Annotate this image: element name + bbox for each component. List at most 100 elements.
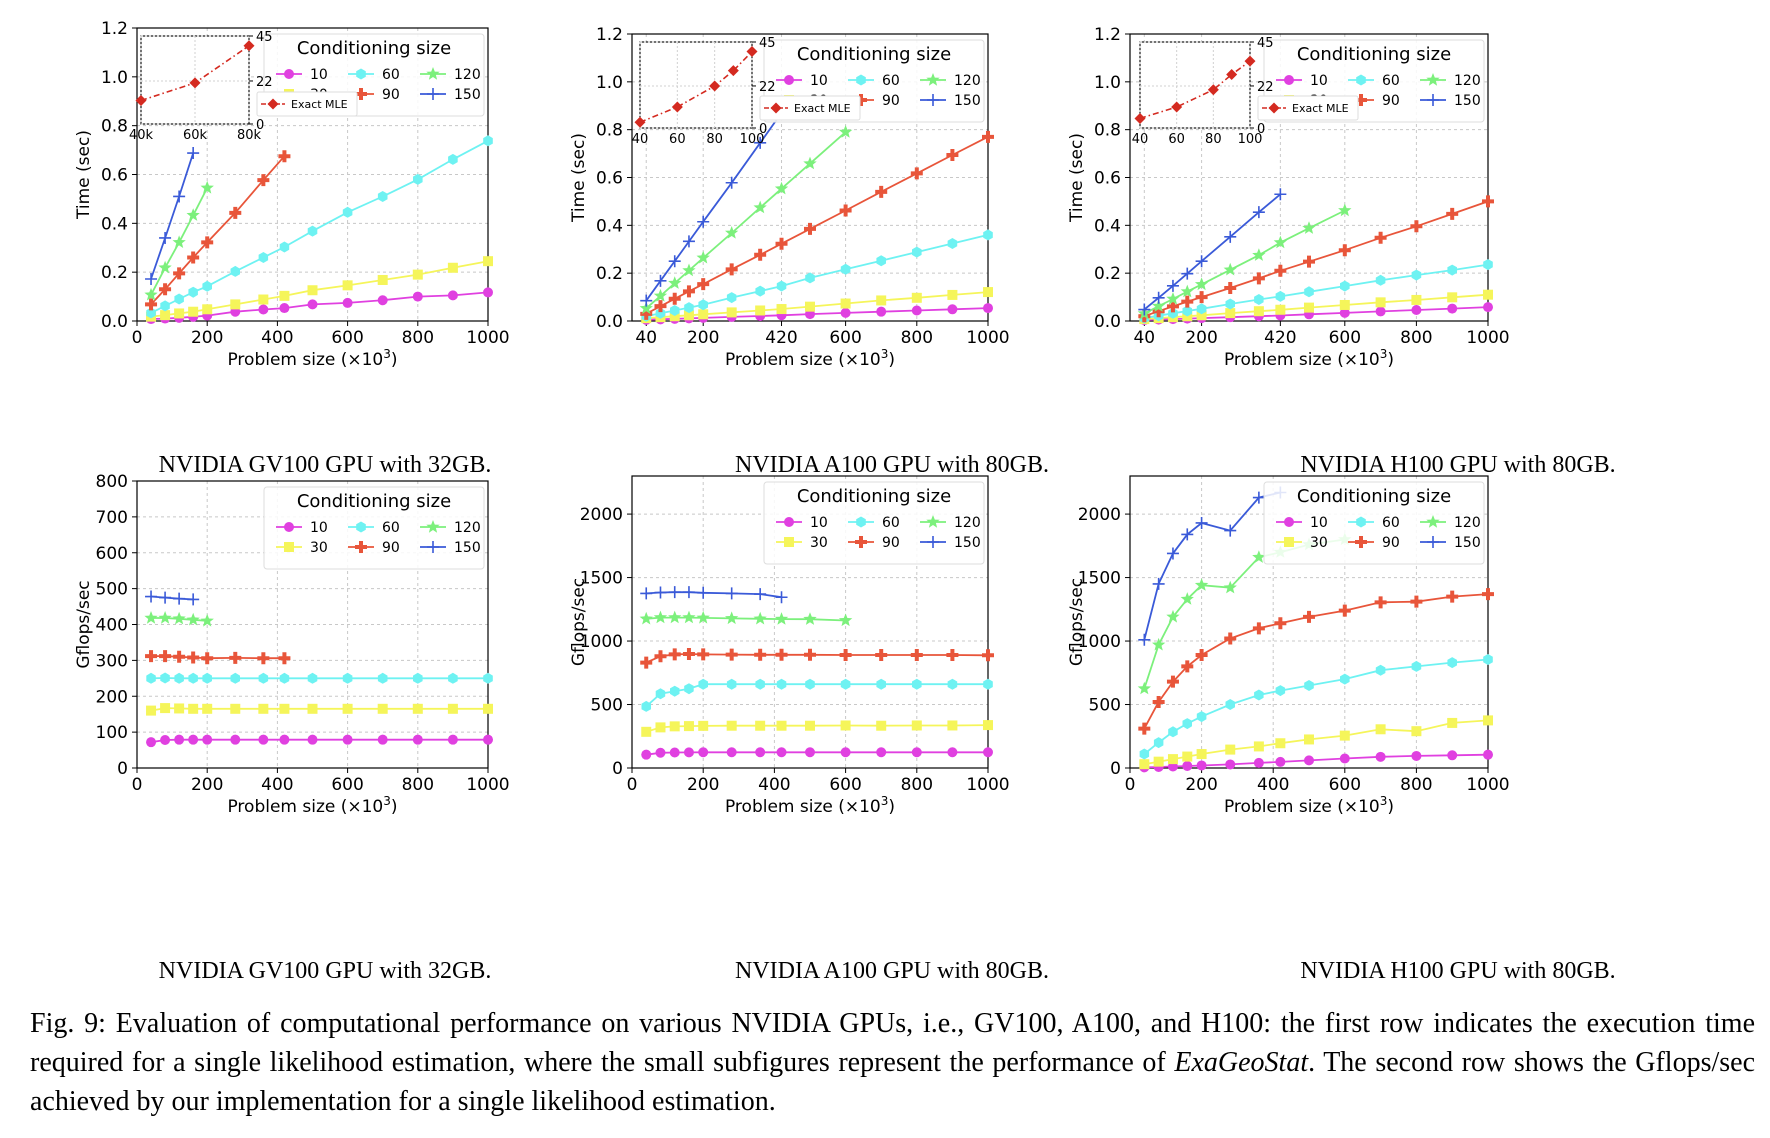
data-point-120	[682, 263, 696, 277]
x-axis-label: Problem size (×103)	[227, 794, 397, 817]
legend-marker-90	[855, 536, 867, 548]
data-point-90	[1274, 264, 1287, 277]
chart-3: 40 200 420 600 800 10000.00.20.40.60.81.01.2P…	[1067, 25, 1510, 370]
data-point-10	[655, 747, 666, 758]
data-point-90	[1446, 590, 1459, 603]
data-point-60	[448, 153, 458, 165]
data-point-10	[726, 747, 737, 758]
data-point-30	[1253, 741, 1264, 752]
legend-label-90: 90	[1382, 535, 1400, 551]
inset-data-point	[243, 40, 255, 52]
data-point-120	[1338, 203, 1352, 217]
chart-1: 0 200 400 600 800 10000.00.20.40.60.81.01.2Pr…	[74, 19, 510, 370]
data-point-60	[188, 286, 198, 298]
legend-box	[763, 481, 985, 565]
data-point-10	[947, 747, 958, 758]
inset-x-tick-label: 40	[1132, 132, 1149, 147]
data-point-120	[774, 612, 789, 625]
data-point-30	[655, 722, 666, 733]
inset-y-tick-label: 45	[256, 30, 273, 45]
data-point-60	[377, 672, 388, 684]
legend-label-120: 120	[1454, 73, 1481, 89]
data-point-60	[840, 678, 851, 690]
series-30	[1139, 715, 1493, 770]
data-point-150	[1224, 524, 1237, 537]
legend-marker-150	[1427, 536, 1439, 548]
data-point-30	[1447, 292, 1458, 303]
legend-title: Conditioning size	[297, 38, 451, 59]
data-point-150	[1181, 528, 1194, 541]
x-tick-label: 200	[1185, 775, 1217, 795]
data-point-60	[1483, 259, 1493, 271]
data-point-30	[377, 274, 388, 285]
x-axis-label: Problem size (×103)	[1224, 347, 1394, 370]
data-point-60	[1254, 294, 1264, 305]
data-point-60	[146, 307, 156, 319]
legend-marker-150	[1427, 94, 1439, 106]
data-point-10	[342, 297, 353, 308]
legend-label-150: 150	[454, 540, 481, 556]
data-point-150	[1252, 491, 1265, 504]
data-point-60	[1225, 298, 1235, 310]
data-point-90	[1338, 244, 1351, 257]
x-tick-label: 420	[765, 328, 797, 348]
legend-label-10: 10	[310, 67, 328, 83]
data-point-60	[160, 300, 170, 312]
subcaption-h100-time: NVIDIA H100 GPU with 80GB.	[1300, 452, 1616, 478]
chart-5: 0 200 400 600 800 1000 0 500 1000 1500 2000 Problem…	[569, 475, 1010, 817]
inset-x-tick-label: 100	[740, 132, 765, 147]
data-point-150	[1166, 279, 1179, 292]
legend-marker-30	[284, 542, 294, 552]
data-point-90	[1338, 604, 1351, 617]
x-tick-label: 400	[261, 775, 293, 795]
data-point-120	[158, 260, 172, 274]
x-axis-label: Problem size (×103)	[1224, 794, 1394, 817]
x-tick-label: 400	[1257, 775, 1289, 795]
legend-marker-30	[784, 537, 794, 547]
data-point-60	[448, 672, 458, 684]
data-point-120	[1194, 578, 1209, 591]
inset-y-tick-label: 22	[256, 75, 273, 90]
series-90	[145, 150, 291, 311]
data-point-10	[1483, 749, 1493, 760]
legend-marker-60	[856, 74, 866, 86]
data-point-30	[1275, 304, 1286, 315]
y-tick-label: 1.2	[1094, 25, 1121, 45]
data-point-90	[1274, 617, 1287, 630]
data-point-90	[640, 656, 653, 669]
data-point-60	[1340, 673, 1350, 685]
data-point-90	[1252, 622, 1265, 635]
inset-frame	[639, 41, 753, 129]
inset-data-point	[189, 77, 201, 89]
y-tick-label: 0.4	[101, 214, 128, 234]
data-point-10	[160, 735, 171, 746]
legend-marker-60	[1356, 516, 1366, 528]
y-tick-label: 1.2	[101, 19, 128, 39]
data-point-60	[670, 685, 680, 697]
data-point-90	[159, 283, 172, 296]
data-point-10	[911, 747, 922, 758]
y-tick-label: 400	[96, 616, 128, 636]
data-point-30	[947, 720, 958, 731]
data-point-10	[669, 747, 680, 758]
legend-label-90: 90	[882, 93, 900, 109]
data-point-90	[1482, 195, 1494, 208]
series-30	[146, 703, 493, 716]
data-point-30	[876, 295, 887, 306]
x-tick-label: 800	[901, 328, 933, 348]
data-point-150	[640, 294, 653, 307]
x-axis-label-end: )	[391, 350, 398, 370]
x-tick-label: 0	[132, 775, 143, 795]
data-point-10	[307, 299, 318, 310]
data-point-30	[947, 289, 958, 300]
data-point-60	[342, 672, 353, 684]
y-tick-label: 0.0	[1094, 312, 1121, 332]
y-tick-label: 1.0	[596, 73, 623, 93]
data-point-60	[1196, 303, 1207, 315]
data-point-90	[1374, 231, 1387, 244]
data-point-150	[654, 586, 667, 599]
data-point-60	[641, 700, 651, 712]
data-point-90	[875, 649, 888, 662]
x-axis-label-exponent: 3	[881, 794, 889, 808]
data-point-10	[188, 734, 199, 745]
